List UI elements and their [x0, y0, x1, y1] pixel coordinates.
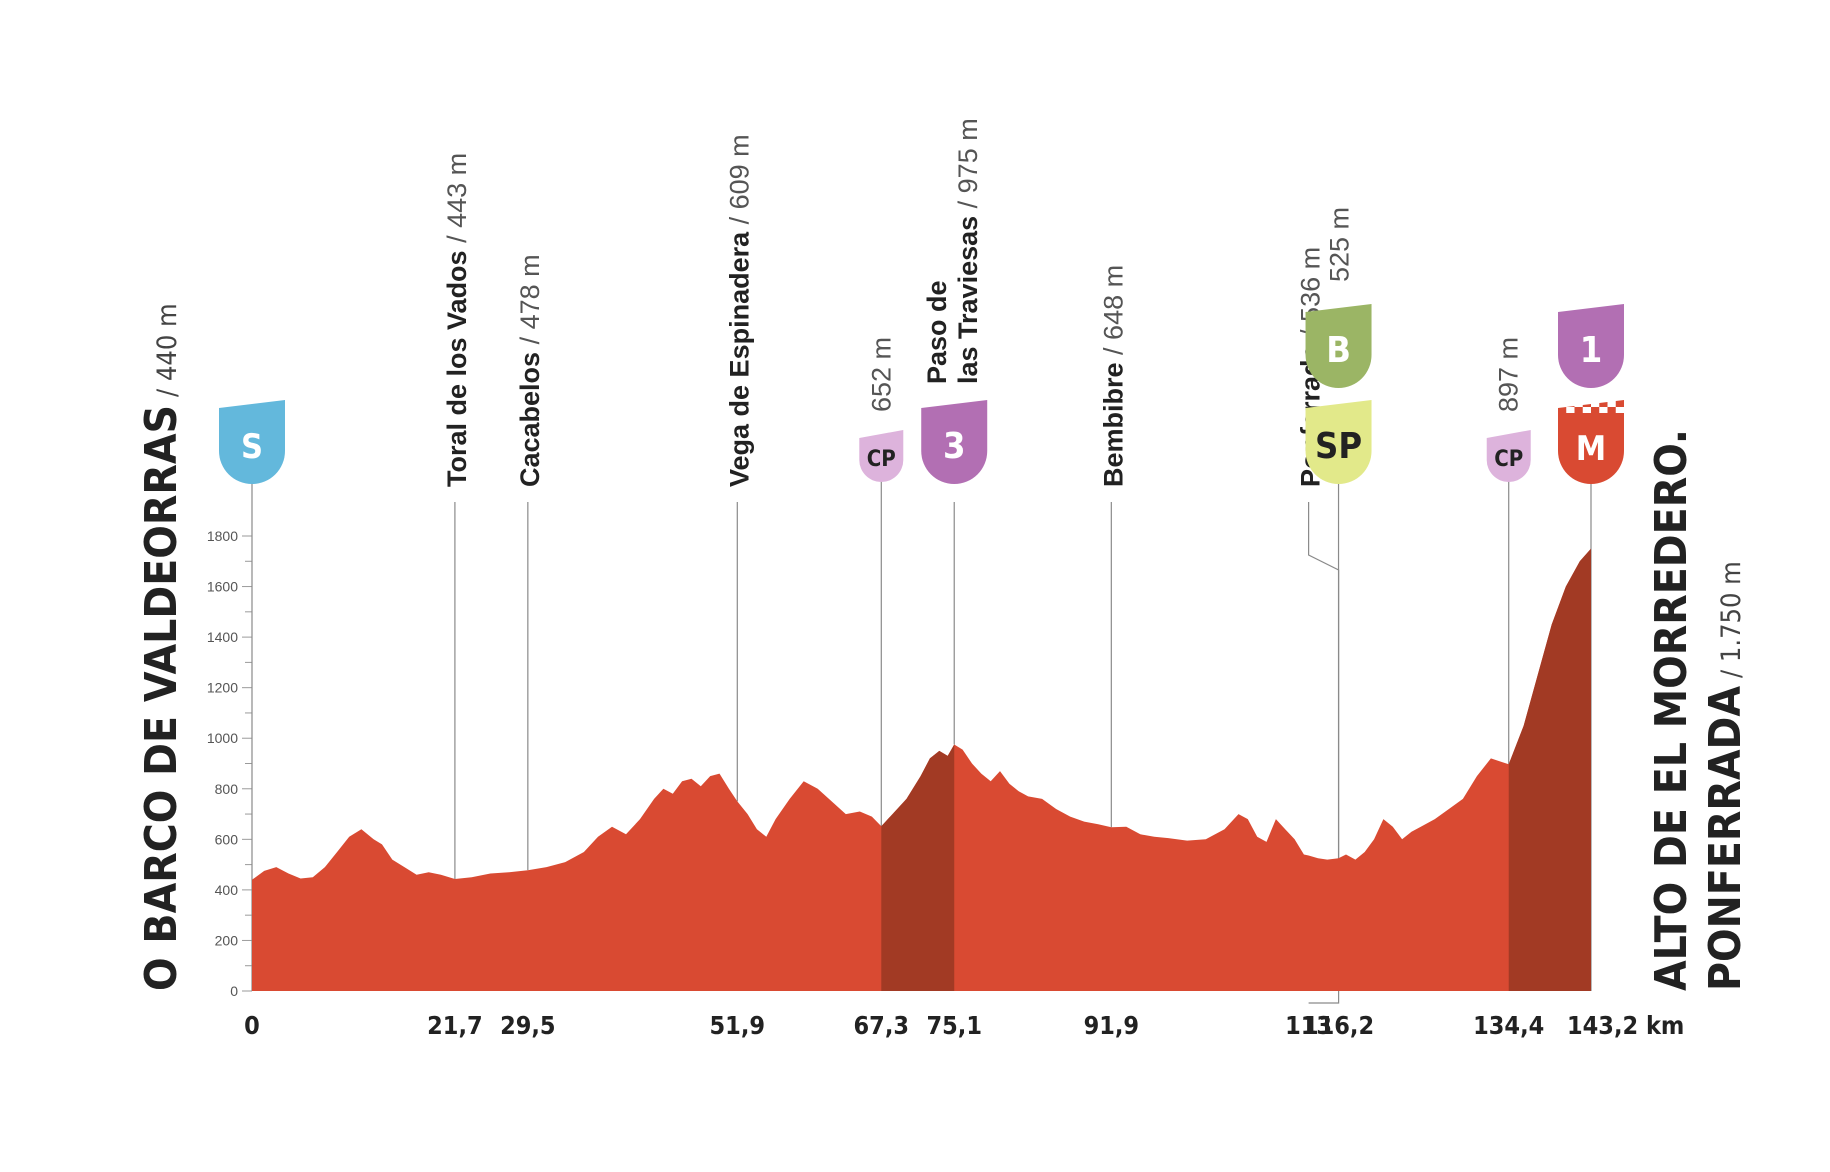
- elevation-profile: [252, 548, 1591, 991]
- climb-segment: [1508, 548, 1591, 991]
- finish-checker: [1574, 401, 1583, 407]
- y-tick-label: 1400: [207, 629, 238, 645]
- start-town-alt: / 440 m: [152, 303, 183, 397]
- point-finish: M1: [1558, 304, 1624, 484]
- climb-category-badge: [921, 400, 988, 484]
- sprint-badge: [1305, 400, 1372, 484]
- climb-label: Paso de: [922, 280, 952, 384]
- point-cp: CP: [859, 430, 904, 483]
- town-label: Cacabelos / 478 m: [515, 254, 545, 487]
- y-tick-label: 600: [215, 831, 239, 847]
- point-cp: CP: [1486, 430, 1531, 483]
- finish-checker: [1599, 407, 1608, 413]
- km-tick-label: 67,3: [854, 1011, 910, 1040]
- y-tick-label: 400: [215, 882, 239, 898]
- bonus-badge: [1305, 304, 1372, 388]
- finish-checker: [1582, 407, 1591, 413]
- town-alt: / 648 m: [1098, 265, 1128, 363]
- summit-category-badge: [1558, 304, 1624, 388]
- climb-name-line2: las Traviesas: [953, 216, 983, 384]
- y-tick-label: 800: [215, 781, 239, 797]
- town-alt: / 443 m: [442, 153, 472, 251]
- km-tick-label: 29,5: [500, 1011, 556, 1040]
- town-alt: / 478 m: [515, 254, 545, 352]
- control-point-badge: [859, 430, 904, 483]
- sprint-alt-label: 525 m: [1325, 207, 1355, 282]
- town-label: Vega de Espinadera / 609 m: [724, 134, 754, 487]
- cp-alt: 652 m: [866, 337, 896, 412]
- town-name: Cacabelos: [515, 352, 545, 487]
- town-alt: / 609 m: [724, 134, 754, 232]
- km-tick-label: 75,1: [926, 1011, 982, 1040]
- control-point-letter: CP: [867, 447, 896, 472]
- sprint-badge-letters: SP: [1315, 426, 1362, 467]
- bonus-badge-letter: B: [1326, 330, 1351, 371]
- km-tick-label: 134,4: [1473, 1011, 1544, 1040]
- finish-checker: [1607, 401, 1616, 407]
- start-badge-letter: S: [241, 427, 263, 467]
- cp-alt-label: 652 m: [866, 337, 896, 412]
- town-label: Toral de los Vados / 443 m: [442, 153, 472, 487]
- km-tick-label: 116,2: [1303, 1011, 1374, 1040]
- climb-segment: [881, 744, 955, 991]
- km-tick-label: 21,7: [427, 1011, 483, 1040]
- y-tick-label: 1200: [207, 680, 238, 696]
- y-tick-label: 200: [215, 932, 239, 948]
- start-badge: [219, 400, 285, 484]
- finish-checker: [1566, 407, 1575, 413]
- point-climb: 3: [921, 400, 988, 484]
- y-tick-label: 1800: [207, 528, 238, 544]
- km-tick-label: 51,9: [710, 1011, 766, 1040]
- point-start: S: [219, 400, 285, 484]
- km-tick-label: 143,2 km: [1567, 1011, 1684, 1040]
- town-name: Toral de los Vados: [442, 250, 472, 487]
- finish-town-name: PONFERRADA: [1700, 686, 1751, 991]
- start-finish-titles: O BARCO DE VALDEORRAS / 440 m ALTO DE EL M…: [136, 303, 1751, 991]
- cp-alt-label: 897 m: [1494, 337, 1524, 412]
- finish-title-line2: PONFERRADA / 1.750 m: [1700, 561, 1751, 991]
- finish-badge: [1558, 400, 1624, 484]
- control-point-letter: CP: [1494, 447, 1523, 472]
- point-sprint_bonus: SP B: [1305, 304, 1372, 484]
- town-label: Bembibre / 648 m: [1098, 265, 1128, 487]
- start-town-name: O BARCO DE VALDEORRAS: [136, 405, 187, 991]
- finish-checker: [1615, 407, 1624, 413]
- y-tick-label: 1600: [207, 579, 238, 595]
- finish-checker: [1591, 401, 1600, 407]
- town-name: Bembibre: [1098, 362, 1128, 487]
- control-point-badge: [1486, 430, 1531, 483]
- summit-category-number: 1: [1580, 330, 1603, 371]
- finish-badge-letter: M: [1576, 429, 1606, 469]
- start-town-title: O BARCO DE VALDEORRAS / 440 m: [136, 303, 187, 991]
- climb-label-2: las Traviesas / 975 m: [953, 118, 983, 384]
- climb-category-number: 3: [943, 426, 966, 467]
- km-tick-label: 0: [244, 1011, 260, 1040]
- sprint-alt: 525 m: [1325, 207, 1355, 282]
- finish-title-line1: ALTO DE EL MORREDERO.: [1646, 429, 1697, 991]
- cp-alt: 897 m: [1494, 337, 1524, 412]
- km-tick-label: 113: [1285, 1011, 1332, 1040]
- y-tick-label: 0: [230, 983, 238, 999]
- finish-checker: [1558, 401, 1567, 407]
- y-axis: 0 200 400 600 800 1000 1200 1400 1600 1800: [207, 528, 253, 999]
- climb-name-line1: Paso de: [922, 280, 952, 384]
- profile-area: [252, 548, 1591, 991]
- y-tick-label: 1000: [207, 730, 238, 746]
- town-name: Vega de Espinadera: [724, 231, 754, 487]
- climb-alt: / 975 m: [953, 118, 983, 216]
- finish-town-alt: / 1.750 m: [1716, 561, 1747, 678]
- km-tick-label: 91,9: [1084, 1011, 1140, 1040]
